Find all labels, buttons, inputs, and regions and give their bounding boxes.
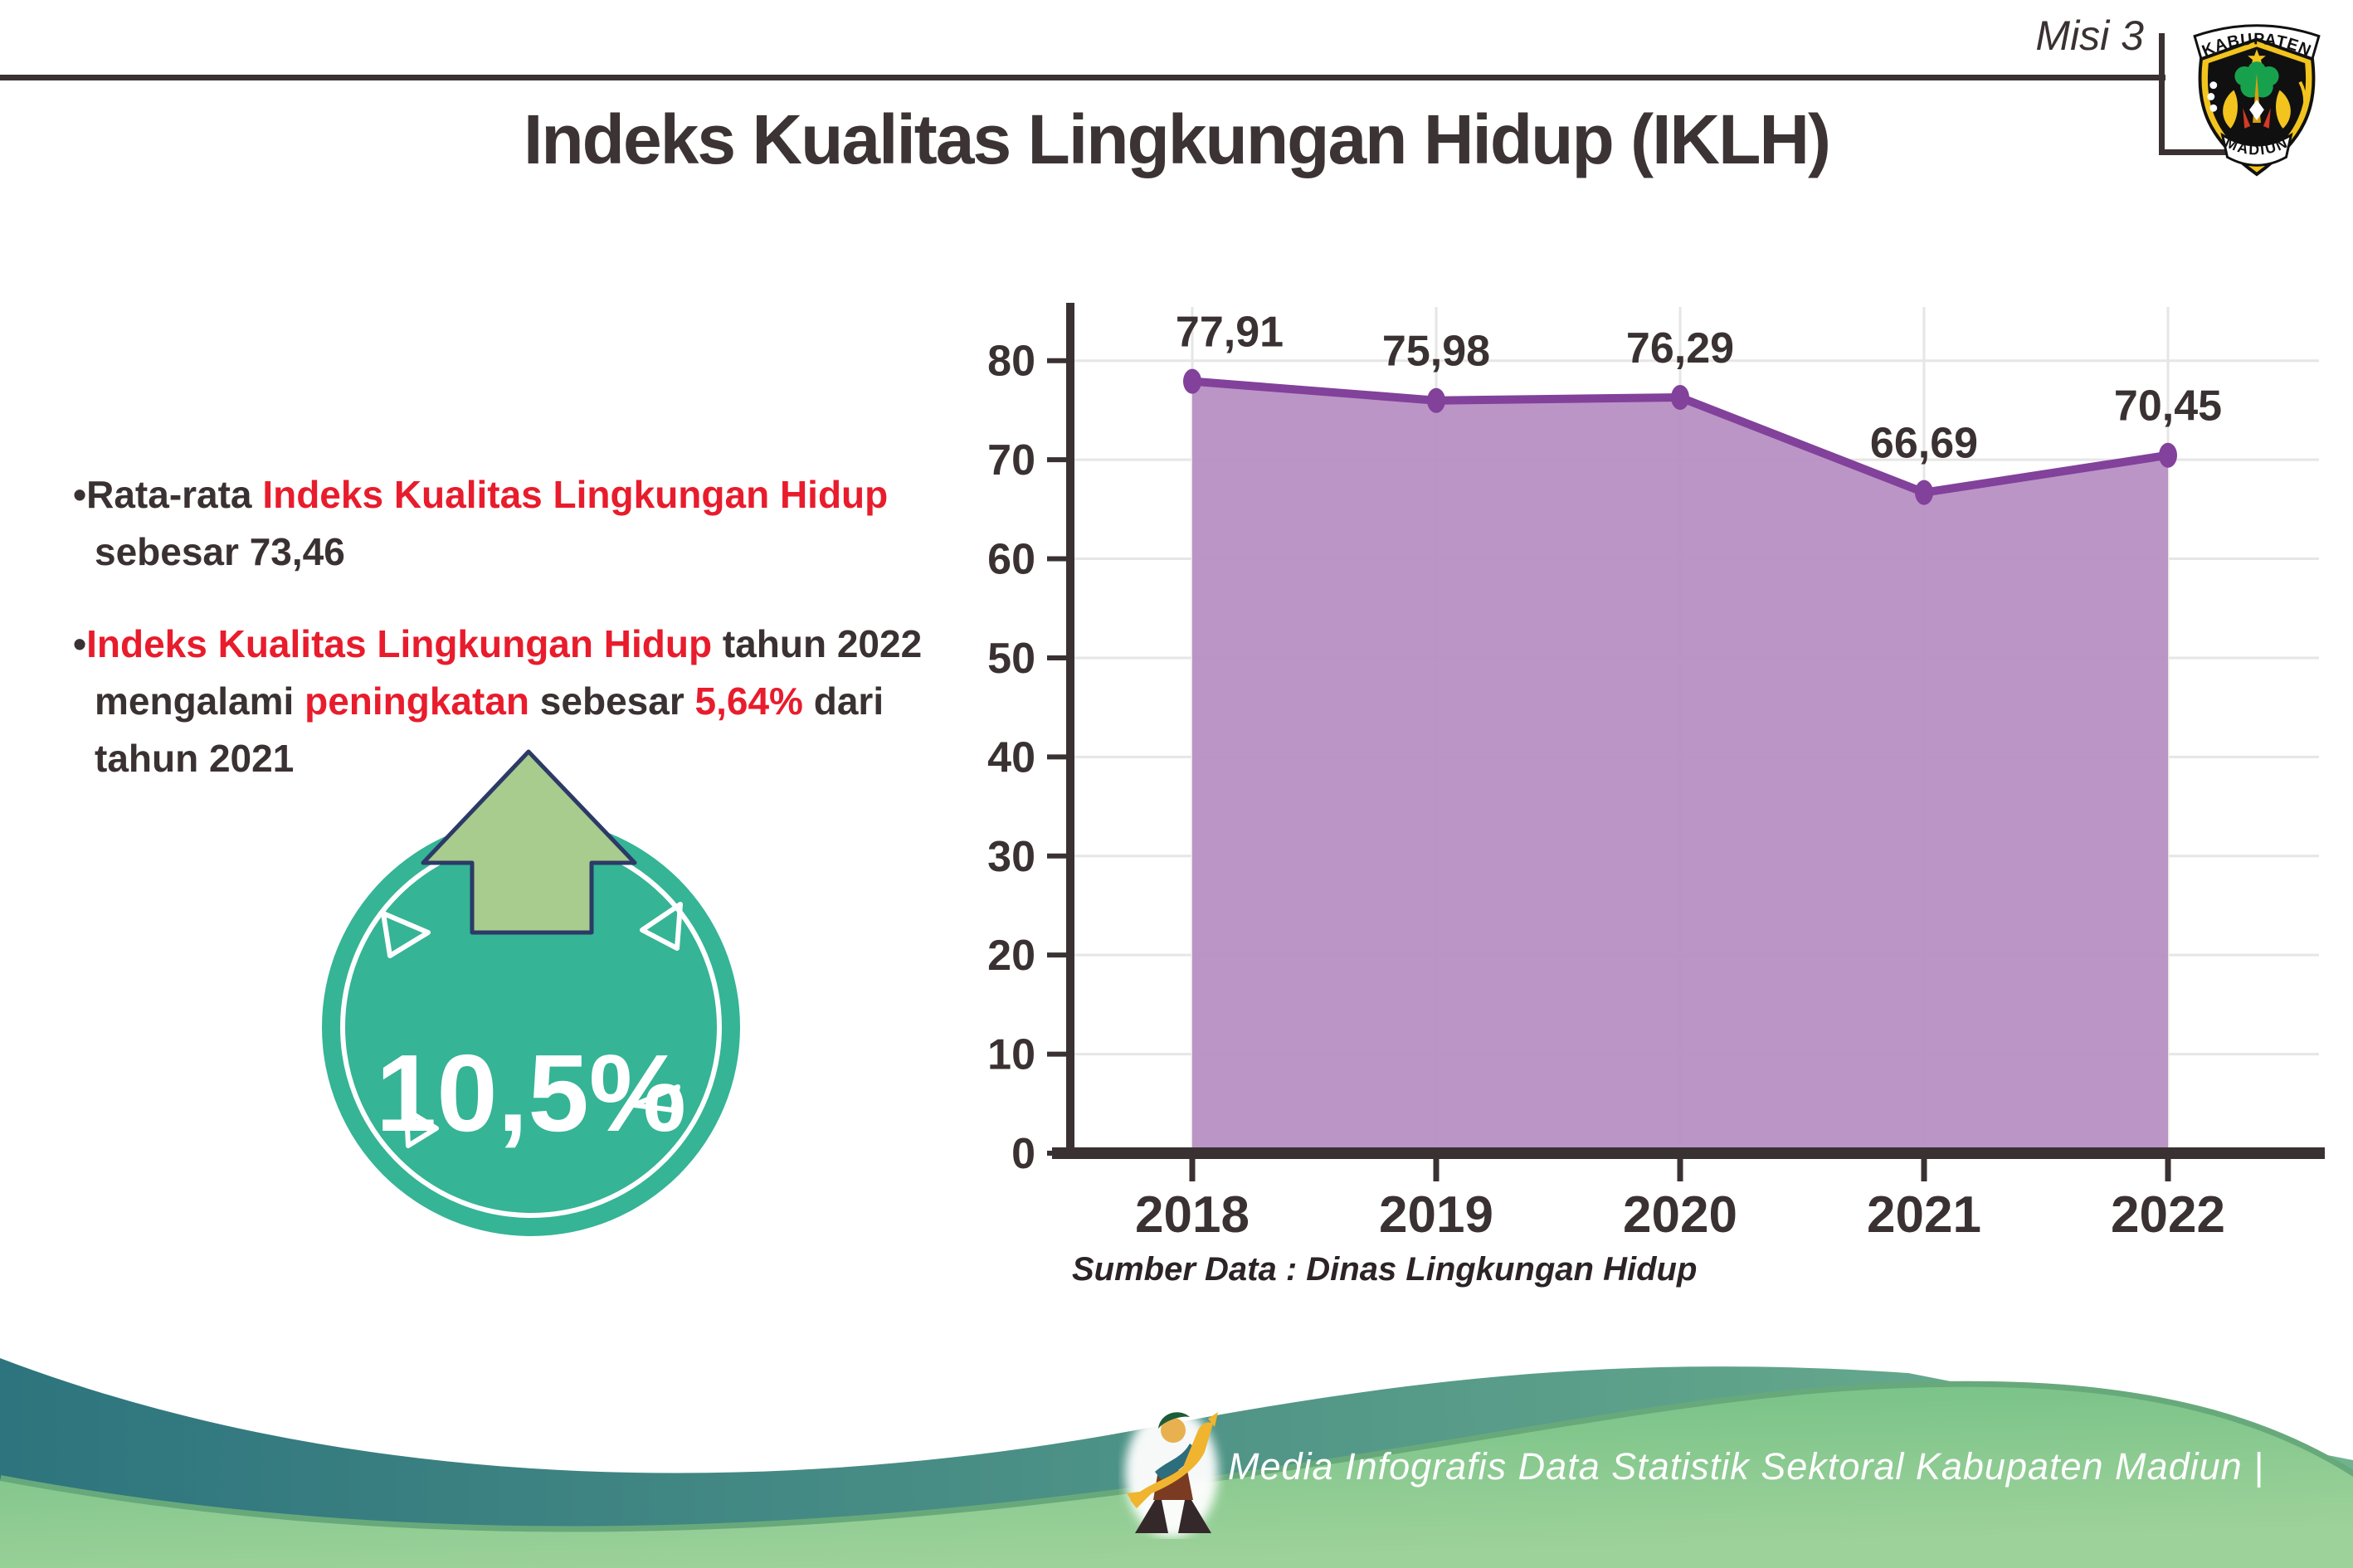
increase-badge: 10,5% <box>290 712 772 1259</box>
area-fill <box>1192 381 2168 1153</box>
footer-green-band <box>0 1386 2353 1568</box>
bullet-text-segment: tahun 2021 <box>95 737 295 780</box>
corner-bracket-horizontal <box>2159 149 2282 155</box>
badge-accent-triangle <box>404 1108 439 1148</box>
y-tick-label: 60 <box>987 536 1035 584</box>
badge-accent-triangle <box>640 902 683 951</box>
source-note: Sumber Data : Dinas Lingkungan Hidup <box>1072 1251 1698 1288</box>
bullet-text-segment: sebesar 73,46 <box>95 530 345 573</box>
data-point <box>2159 442 2177 468</box>
increase-badge-graphic: 10,5% <box>322 749 740 1236</box>
up-arrow-icon <box>421 749 637 935</box>
y-tick-label: 70 <box>987 436 1035 485</box>
bullet-text-segment: peningkatan <box>304 679 530 723</box>
iklh-area-chart: 0 10 20 30 40 50 60 70 80 2018 2019 2020 2021 2022 77,… <box>987 303 2325 1244</box>
y-tick-label: 10 <box>987 1031 1035 1079</box>
iklh-chart: 0 10 20 30 40 50 60 70 80 2018 2019 2020 2021 2022 77,… <box>946 299 2340 1244</box>
bullet-marker: • <box>73 622 87 665</box>
top-rule-line <box>0 75 2165 80</box>
data-label: 70,45 <box>2114 382 2222 431</box>
corner-bracket-vertical <box>2159 33 2165 155</box>
badge-value: 10,5% <box>376 1032 686 1154</box>
x-tick-label: 2020 <box>1623 1186 1737 1244</box>
y-tick-label: 0 <box>1011 1130 1035 1178</box>
dancer-icon <box>1125 1408 1218 1537</box>
y-tick-label: 80 <box>987 338 1035 386</box>
bullet-text-segment: Rata-rata <box>86 473 263 516</box>
data-label: 75,98 <box>1382 328 1490 376</box>
bullet-text-segment: tahun 2022 <box>712 622 923 665</box>
kabupaten-madiun-logo: KABUPATEN MADIUN <box>2182 12 2331 179</box>
y-tick-label: 30 <box>987 833 1035 881</box>
x-tick-label: 2019 <box>1379 1186 1493 1244</box>
bullet-text-segment: Indeks Kualitas Lingkungan Hidup <box>86 622 713 665</box>
y-tick-label: 40 <box>987 733 1035 782</box>
bullet-text-segment: Indeks Kualitas Lingkungan Hidup <box>262 473 889 516</box>
crest-icon: KABUPATEN MADIUN <box>2193 24 2321 177</box>
badge-accent-triangle <box>631 1084 680 1113</box>
footer-mascot-icon <box>1118 1394 1226 1539</box>
x-tick-label: 2018 <box>1135 1186 1250 1244</box>
y-tick-label: 50 <box>987 635 1035 683</box>
page-title: Indeks Kualitas Lingkungan Hidup (IKLH) <box>523 100 1831 178</box>
bullet-text-segment: mengalami <box>95 679 305 723</box>
x-tick-label: 2022 <box>2111 1186 2225 1244</box>
bullet-text-segment: sebesar <box>529 679 695 723</box>
data-point <box>1671 385 1689 411</box>
x-tick-label: 2021 <box>1867 1186 1981 1244</box>
data-point <box>1183 368 1201 394</box>
footer-credit: Media Infografis Data Statistik Sektoral… <box>1228 1445 2264 1488</box>
bullet-item: •Indeks Kualitas Lingkungan Hidup tahun … <box>73 616 1052 787</box>
data-label: 66,69 <box>1870 420 1978 468</box>
data-point <box>1915 480 1933 505</box>
y-tick-label: 20 <box>987 932 1035 980</box>
data-label: 76,29 <box>1626 324 1734 373</box>
bullet-item: •Rata-rata Indeks Kualitas Lingkungan Hi… <box>73 466 1052 581</box>
badge-accent-triangle <box>381 911 431 958</box>
bullet-text-segment: 5,64% <box>694 679 803 723</box>
data-point <box>1427 387 1445 413</box>
misi-label: Misi 3 <box>2035 12 2144 59</box>
data-label: 77,91 <box>1176 309 1284 357</box>
bullet-text-segment: dari <box>802 679 884 723</box>
bullet-list: •Rata-rata Indeks Kualitas Lingkungan Hi… <box>73 466 1052 787</box>
bullet-marker: • <box>73 473 87 516</box>
